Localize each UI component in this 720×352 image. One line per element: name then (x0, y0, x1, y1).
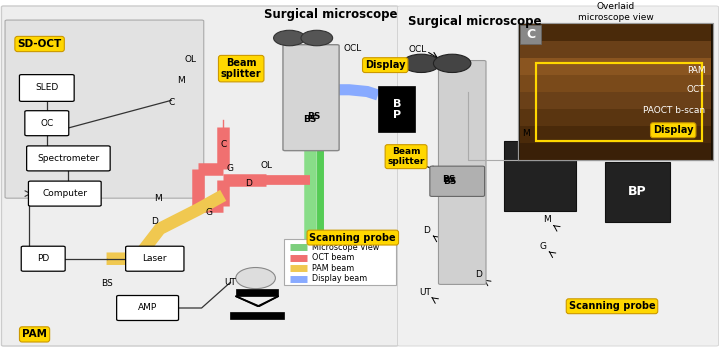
FancyBboxPatch shape (430, 166, 485, 196)
Text: M: M (155, 194, 162, 203)
FancyBboxPatch shape (397, 6, 719, 346)
Text: Overlaid
microscope view: Overlaid microscope view (577, 2, 654, 22)
Bar (504, 141, 576, 211)
Text: D: D (151, 217, 158, 226)
Text: BS: BS (443, 175, 456, 184)
FancyBboxPatch shape (27, 146, 110, 171)
Bar (518, 23, 713, 160)
Text: C: C (526, 28, 535, 40)
Circle shape (433, 54, 471, 73)
Bar (520, 126, 711, 143)
Text: OCT beam: OCT beam (312, 253, 354, 262)
Text: Scanning probe: Scanning probe (569, 301, 655, 311)
Text: Microscope View: Microscope View (312, 243, 379, 252)
Text: OCL: OCL (408, 45, 427, 54)
Text: Computer: Computer (42, 189, 87, 198)
Text: OL: OL (261, 161, 272, 170)
Bar (520, 40, 711, 58)
Text: Scanning probe: Scanning probe (310, 233, 396, 243)
Text: BS: BS (303, 115, 316, 124)
Circle shape (402, 54, 440, 73)
Text: G: G (205, 208, 212, 218)
Circle shape (274, 30, 305, 46)
Text: BS: BS (444, 177, 456, 186)
Text: Display: Display (653, 125, 693, 135)
FancyBboxPatch shape (19, 75, 74, 101)
Bar (520, 58, 711, 75)
Text: PAM beam: PAM beam (312, 264, 354, 273)
Bar (378, 86, 415, 132)
Text: BP: BP (628, 186, 647, 198)
Bar (284, 239, 396, 285)
Text: Beam
splitter: Beam splitter (387, 147, 425, 166)
Text: PAM: PAM (687, 66, 706, 75)
FancyBboxPatch shape (28, 181, 101, 206)
Text: Laser: Laser (143, 254, 167, 263)
Text: M: M (544, 215, 551, 225)
Text: UT: UT (225, 278, 236, 287)
Ellipse shape (236, 268, 275, 289)
Text: Display beam: Display beam (312, 274, 367, 283)
Text: D: D (474, 270, 482, 279)
Text: BS: BS (101, 278, 112, 288)
FancyBboxPatch shape (24, 111, 69, 136)
Text: G: G (227, 164, 234, 174)
Text: OC: OC (40, 119, 53, 128)
Text: Spectrometer: Spectrometer (37, 154, 99, 163)
Bar (520, 109, 711, 126)
Text: OCL: OCL (343, 44, 362, 53)
Text: UT: UT (420, 288, 431, 297)
Text: OL: OL (185, 55, 197, 64)
Text: BS: BS (307, 112, 320, 121)
Bar (230, 312, 284, 319)
FancyBboxPatch shape (438, 61, 486, 284)
Bar (605, 162, 670, 222)
Bar (520, 143, 711, 160)
Text: AMP: AMP (138, 303, 157, 313)
Text: M: M (178, 76, 185, 86)
Text: PAOCT b-scan: PAOCT b-scan (644, 106, 706, 115)
Text: PAM: PAM (22, 329, 47, 339)
Text: M: M (522, 129, 529, 138)
Text: Beam
splitter: Beam splitter (221, 58, 261, 80)
FancyBboxPatch shape (5, 20, 204, 198)
Text: SLED: SLED (35, 83, 58, 93)
Text: Display: Display (365, 60, 405, 70)
Bar (520, 24, 711, 40)
Text: Surgical microscope: Surgical microscope (408, 15, 542, 27)
FancyBboxPatch shape (283, 45, 339, 151)
FancyBboxPatch shape (125, 246, 184, 271)
Bar (520, 92, 711, 109)
Bar (536, 63, 702, 141)
Circle shape (301, 30, 333, 46)
Text: C: C (220, 140, 226, 149)
Bar (520, 25, 541, 44)
Text: SD-OCT: SD-OCT (17, 39, 62, 49)
Text: B
P: B P (392, 99, 401, 120)
Text: D: D (423, 226, 431, 235)
Text: G: G (539, 242, 546, 251)
FancyBboxPatch shape (1, 6, 398, 346)
FancyBboxPatch shape (117, 296, 179, 320)
Bar (536, 63, 702, 141)
Bar (518, 23, 713, 160)
Text: C: C (168, 98, 174, 107)
Text: Surgical microscope: Surgical microscope (264, 8, 398, 21)
FancyBboxPatch shape (22, 246, 65, 271)
Bar (520, 75, 711, 92)
Text: OCT: OCT (687, 85, 706, 94)
Bar (236, 289, 278, 296)
Text: D: D (245, 178, 252, 188)
Text: PD: PD (37, 254, 50, 263)
